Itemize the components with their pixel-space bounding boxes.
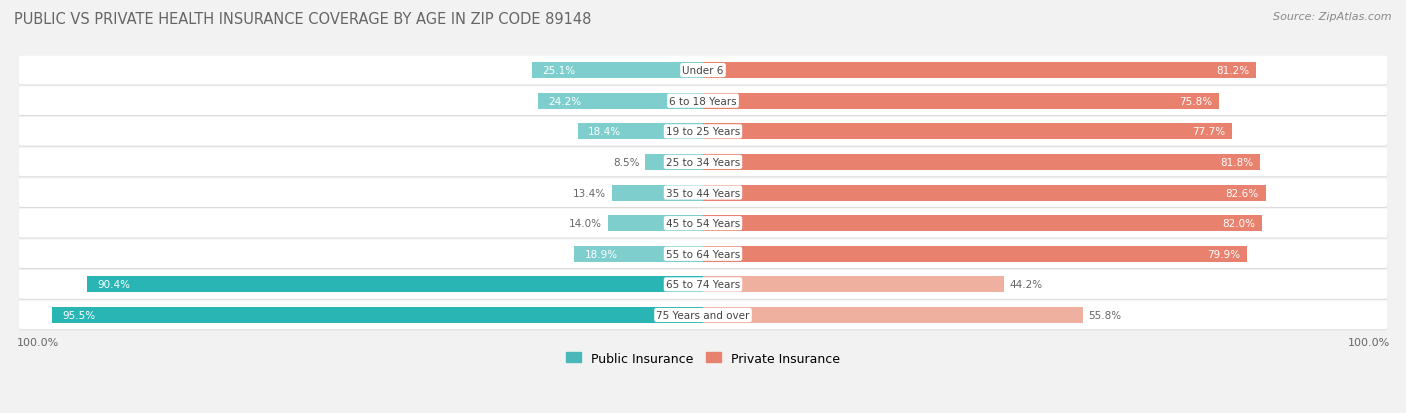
FancyBboxPatch shape bbox=[18, 241, 1388, 269]
Bar bbox=[703, 124, 1232, 140]
Bar bbox=[703, 216, 1261, 232]
Bar bbox=[574, 246, 703, 262]
Text: 90.4%: 90.4% bbox=[97, 280, 131, 290]
Bar bbox=[531, 63, 703, 79]
FancyBboxPatch shape bbox=[18, 179, 1388, 207]
Bar bbox=[607, 216, 703, 232]
FancyBboxPatch shape bbox=[18, 180, 1388, 208]
Text: 25.1%: 25.1% bbox=[543, 66, 575, 76]
Text: 18.9%: 18.9% bbox=[585, 249, 617, 259]
Text: 18.4%: 18.4% bbox=[588, 127, 621, 137]
Text: 100.0%: 100.0% bbox=[1347, 337, 1389, 347]
FancyBboxPatch shape bbox=[18, 301, 1388, 330]
Text: 81.2%: 81.2% bbox=[1216, 66, 1250, 76]
Text: 8.5%: 8.5% bbox=[613, 157, 640, 168]
Bar bbox=[703, 154, 1260, 171]
Bar bbox=[538, 93, 703, 109]
Text: 19 to 25 Years: 19 to 25 Years bbox=[666, 127, 740, 137]
FancyBboxPatch shape bbox=[18, 271, 1388, 299]
Text: 45 to 54 Years: 45 to 54 Years bbox=[666, 218, 740, 229]
FancyBboxPatch shape bbox=[18, 88, 1388, 117]
Bar bbox=[52, 307, 703, 323]
Text: 55 to 64 Years: 55 to 64 Years bbox=[666, 249, 740, 259]
FancyBboxPatch shape bbox=[18, 118, 1388, 146]
Text: 75.8%: 75.8% bbox=[1180, 97, 1212, 107]
Text: 100.0%: 100.0% bbox=[17, 337, 59, 347]
Text: 35 to 44 Years: 35 to 44 Years bbox=[666, 188, 740, 198]
FancyBboxPatch shape bbox=[18, 149, 1388, 178]
FancyBboxPatch shape bbox=[18, 87, 1388, 116]
Bar bbox=[703, 307, 1083, 323]
Text: Source: ZipAtlas.com: Source: ZipAtlas.com bbox=[1274, 12, 1392, 22]
FancyBboxPatch shape bbox=[18, 271, 1388, 300]
Bar bbox=[703, 185, 1265, 201]
FancyBboxPatch shape bbox=[18, 240, 1388, 268]
FancyBboxPatch shape bbox=[18, 209, 1388, 238]
Text: 82.6%: 82.6% bbox=[1226, 188, 1258, 198]
Legend: Public Insurance, Private Insurance: Public Insurance, Private Insurance bbox=[561, 347, 845, 370]
Text: 24.2%: 24.2% bbox=[548, 97, 582, 107]
Text: 6 to 18 Years: 6 to 18 Years bbox=[669, 97, 737, 107]
Text: 95.5%: 95.5% bbox=[63, 310, 96, 320]
Text: 65 to 74 Years: 65 to 74 Years bbox=[666, 280, 740, 290]
FancyBboxPatch shape bbox=[18, 119, 1388, 147]
Bar bbox=[87, 277, 703, 293]
Bar bbox=[645, 154, 703, 171]
Bar bbox=[703, 246, 1247, 262]
Bar bbox=[703, 277, 1004, 293]
Text: 44.2%: 44.2% bbox=[1010, 280, 1043, 290]
Text: 55.8%: 55.8% bbox=[1088, 310, 1122, 320]
FancyBboxPatch shape bbox=[18, 57, 1388, 85]
FancyBboxPatch shape bbox=[18, 302, 1388, 330]
Bar bbox=[703, 63, 1256, 79]
Text: 25 to 34 Years: 25 to 34 Years bbox=[666, 157, 740, 168]
FancyBboxPatch shape bbox=[18, 148, 1388, 177]
Text: Under 6: Under 6 bbox=[682, 66, 724, 76]
Text: 75 Years and over: 75 Years and over bbox=[657, 310, 749, 320]
Text: 79.9%: 79.9% bbox=[1208, 249, 1240, 259]
Text: 13.4%: 13.4% bbox=[574, 188, 606, 198]
Bar bbox=[703, 93, 1219, 109]
Text: 14.0%: 14.0% bbox=[569, 218, 602, 229]
FancyBboxPatch shape bbox=[18, 210, 1388, 239]
Bar bbox=[612, 185, 703, 201]
Bar bbox=[578, 124, 703, 140]
FancyBboxPatch shape bbox=[18, 57, 1388, 86]
Text: 81.8%: 81.8% bbox=[1220, 157, 1253, 168]
Text: PUBLIC VS PRIVATE HEALTH INSURANCE COVERAGE BY AGE IN ZIP CODE 89148: PUBLIC VS PRIVATE HEALTH INSURANCE COVER… bbox=[14, 12, 592, 27]
Text: 77.7%: 77.7% bbox=[1192, 127, 1226, 137]
Text: 82.0%: 82.0% bbox=[1222, 218, 1254, 229]
